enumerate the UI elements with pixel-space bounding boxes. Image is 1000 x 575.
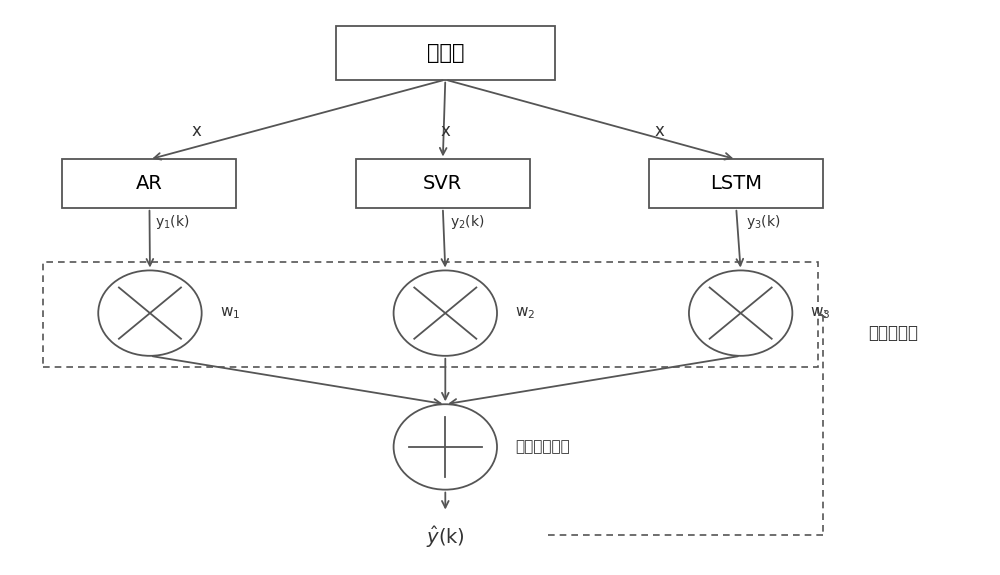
Text: AR: AR xyxy=(136,174,163,193)
Text: y$_3$(k): y$_3$(k) xyxy=(746,213,780,231)
Ellipse shape xyxy=(394,404,497,490)
Text: w$_2$: w$_2$ xyxy=(515,305,535,321)
Text: x: x xyxy=(440,122,450,140)
FancyBboxPatch shape xyxy=(62,159,236,208)
Text: x: x xyxy=(654,122,664,140)
Text: 数据源: 数据源 xyxy=(427,43,464,63)
Text: 自适应调整: 自适应调整 xyxy=(868,324,918,342)
Ellipse shape xyxy=(394,270,497,356)
Text: LSTM: LSTM xyxy=(710,174,762,193)
Text: 组合预测算法: 组合预测算法 xyxy=(515,439,570,454)
Ellipse shape xyxy=(98,270,202,356)
FancyBboxPatch shape xyxy=(336,25,555,80)
FancyBboxPatch shape xyxy=(649,159,823,208)
Text: SVR: SVR xyxy=(423,174,462,193)
Text: w$_1$: w$_1$ xyxy=(220,305,240,321)
Text: $\hat{y}$(k): $\hat{y}$(k) xyxy=(426,524,465,550)
Ellipse shape xyxy=(689,270,792,356)
Text: y$_1$(k): y$_1$(k) xyxy=(155,213,189,231)
Text: w$_3$: w$_3$ xyxy=(810,305,831,321)
Text: x: x xyxy=(192,122,202,140)
FancyBboxPatch shape xyxy=(356,159,530,208)
Text: y$_2$(k): y$_2$(k) xyxy=(450,213,485,231)
